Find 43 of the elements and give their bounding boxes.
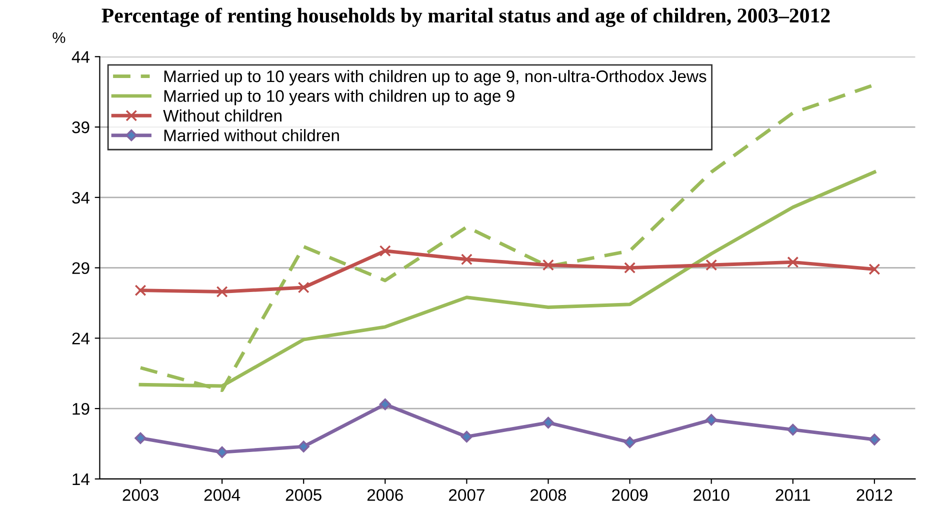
point xyxy=(460,430,473,443)
point xyxy=(298,440,310,452)
y-axis-title: % xyxy=(52,32,66,44)
point xyxy=(624,436,636,448)
x-tick-label: 2003 xyxy=(122,489,158,501)
point xyxy=(542,259,554,271)
x-tick-label: 2009 xyxy=(612,489,648,501)
point xyxy=(624,262,636,274)
point xyxy=(868,263,880,275)
point xyxy=(706,259,718,271)
point xyxy=(787,424,799,436)
y-tick-label: 29 xyxy=(72,262,90,274)
y-tick-label: 39 xyxy=(72,121,90,134)
x-tick-label: 2004 xyxy=(204,489,240,501)
point xyxy=(787,256,799,268)
legend-label: Married up to 10 years with children up to age 9 xyxy=(164,90,514,106)
point xyxy=(460,254,472,266)
x-tick-label: 2007 xyxy=(449,489,484,501)
y-tick-label: 24 xyxy=(72,332,90,344)
legend-label: Married up to 10 years with children up to age 9, non-ultra-Orthodox Jews xyxy=(164,70,706,86)
x-tick-label: 2006 xyxy=(367,489,403,501)
legend-label: Married without children xyxy=(164,129,339,142)
point xyxy=(216,446,228,458)
x-tick-label: 2008 xyxy=(530,489,566,501)
point xyxy=(706,414,718,426)
x-tick-label: 2011 xyxy=(776,489,810,501)
y-tick-label: 44 xyxy=(72,51,90,63)
point xyxy=(216,286,228,298)
y-tick-label: 14 xyxy=(72,474,90,485)
point xyxy=(379,398,391,410)
y-tick-label: 19 xyxy=(72,402,90,415)
point xyxy=(379,245,391,257)
chart-title: Percentage of renting households by marital status and age of children, 2003–2012 xyxy=(102,8,830,27)
x-tick-label: 2012 xyxy=(856,489,892,501)
legend-label: Without children xyxy=(163,109,282,122)
point xyxy=(134,284,146,296)
point xyxy=(868,434,880,446)
point xyxy=(134,432,146,444)
x-tick-label: 2010 xyxy=(694,489,730,501)
point xyxy=(542,416,554,428)
point xyxy=(298,282,310,294)
y-tick-label: 34 xyxy=(72,192,90,204)
x-tick-label: 2005 xyxy=(286,489,322,501)
